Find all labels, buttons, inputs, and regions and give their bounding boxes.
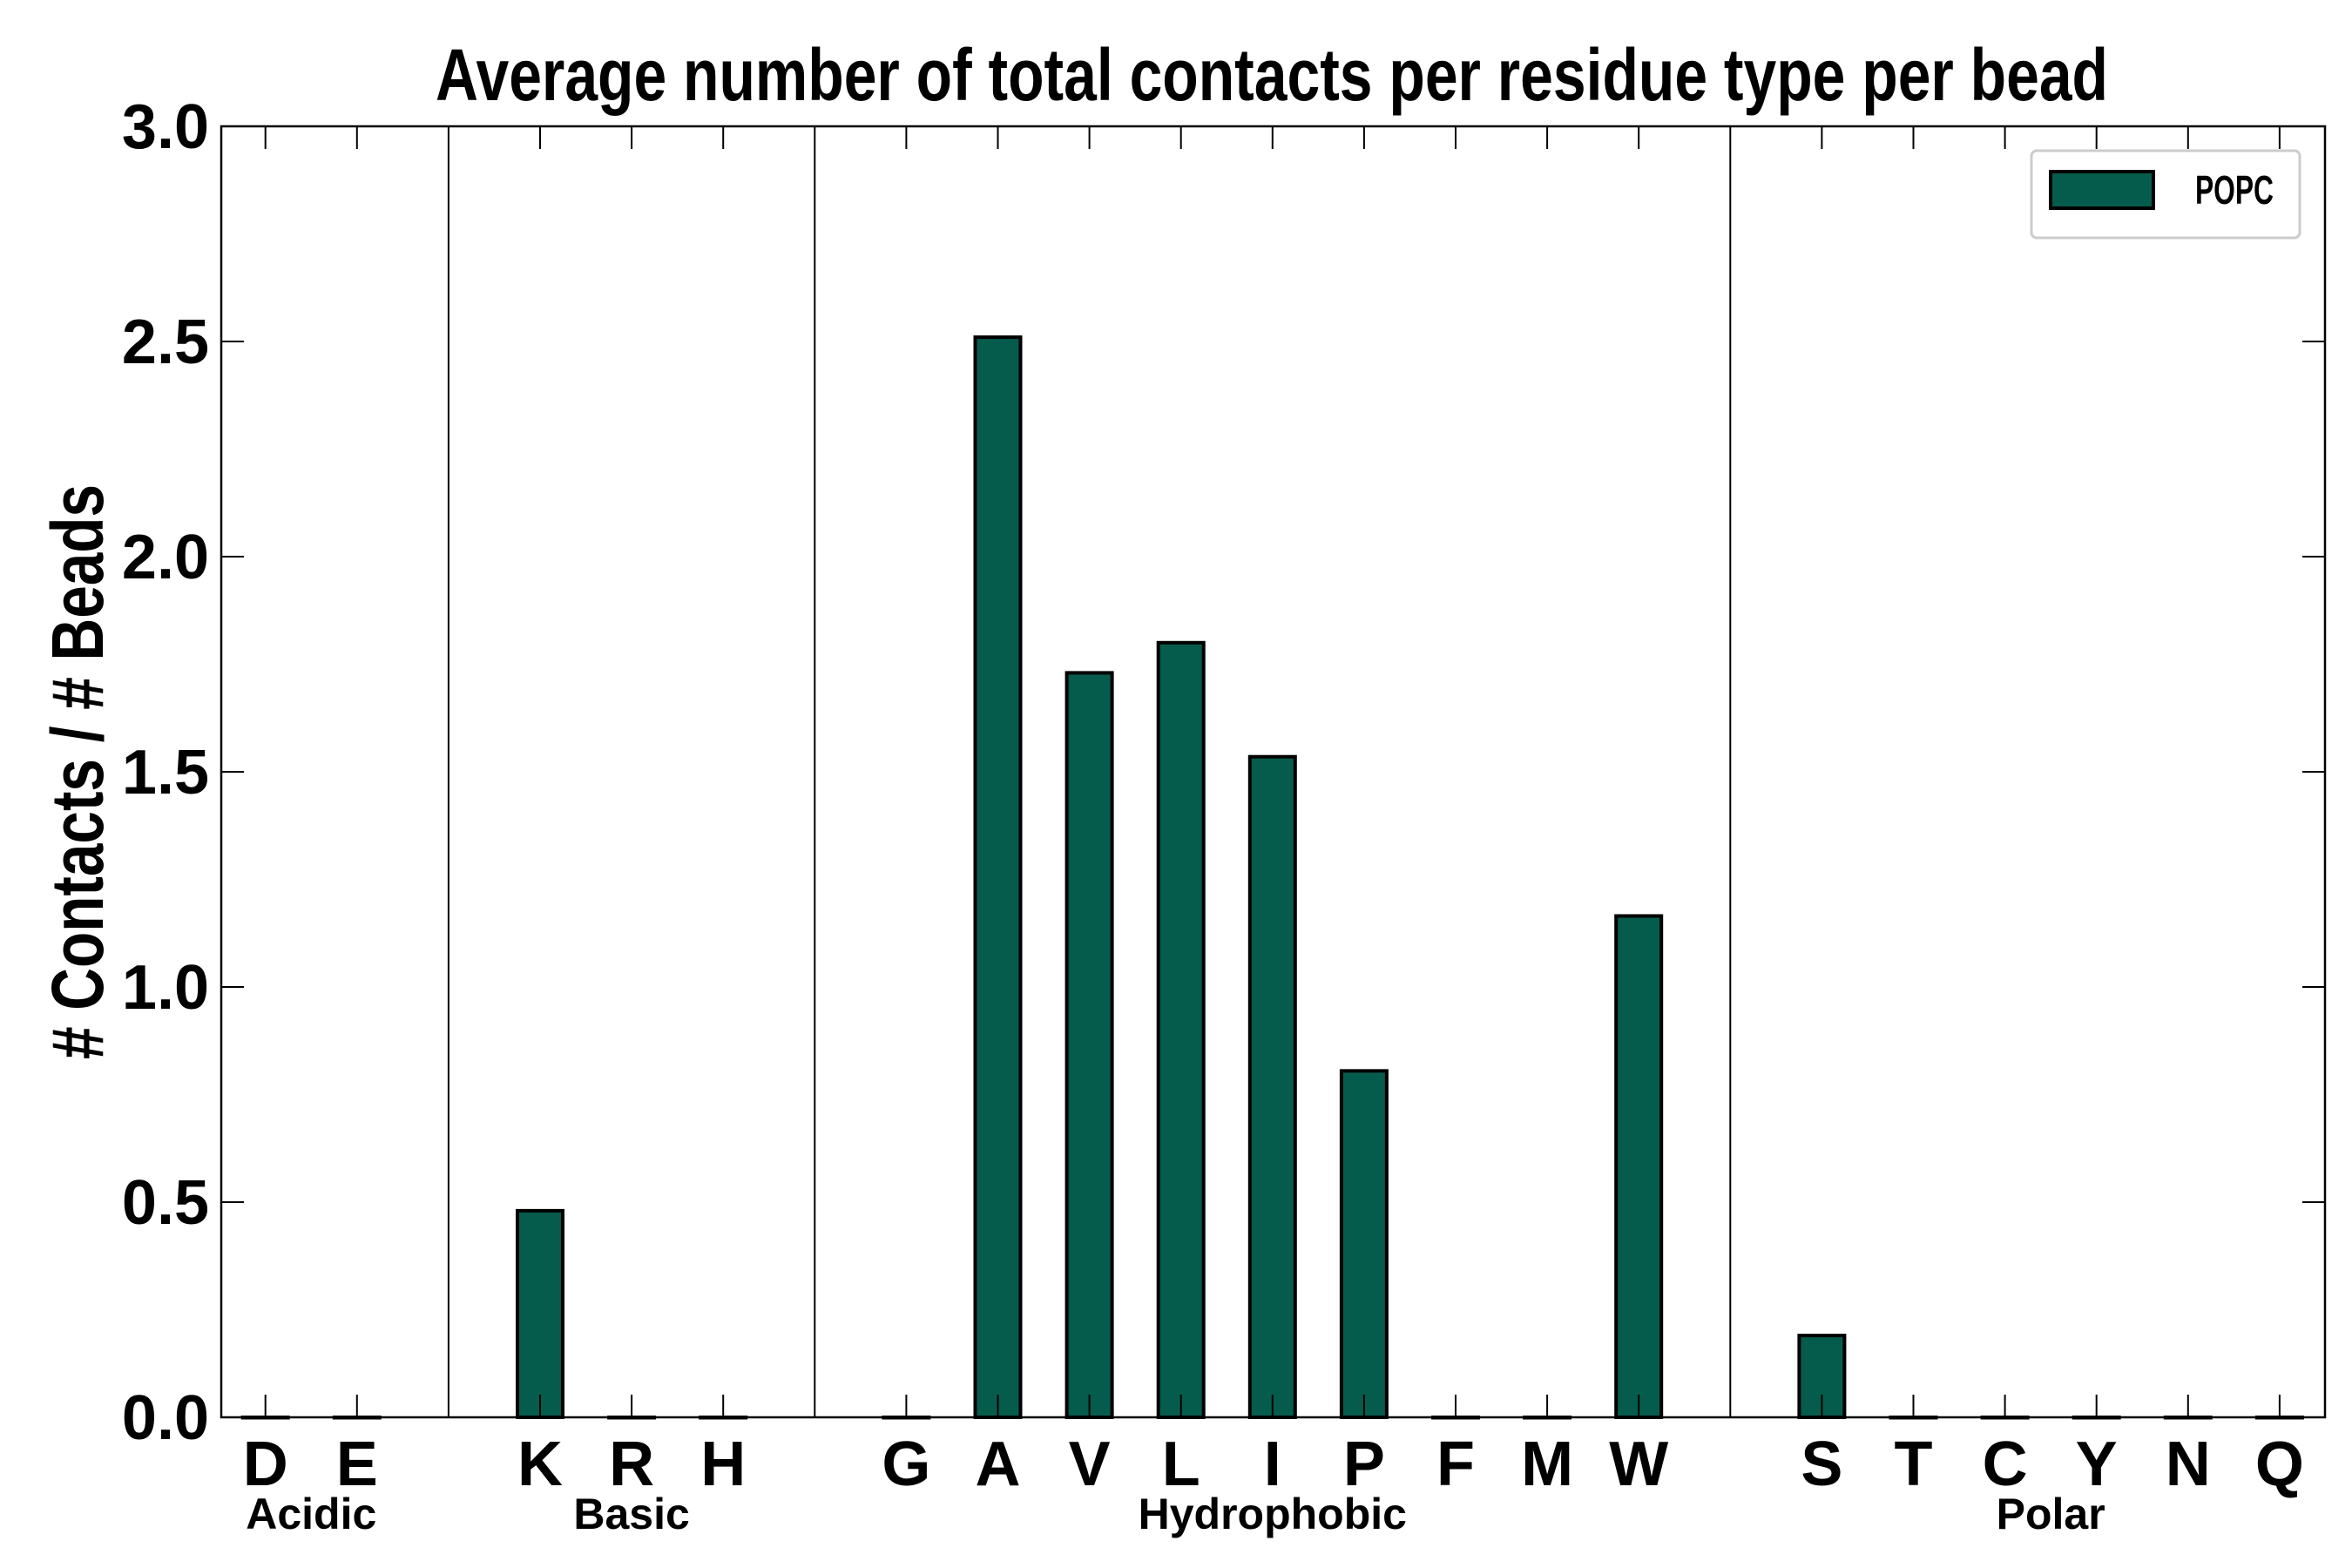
bar-W <box>1614 914 1664 1419</box>
y-tick-label: 0.5 <box>122 1168 209 1238</box>
group-label: Polar <box>1997 1490 2105 1538</box>
x-tick-label: Y <box>2076 1429 2118 1499</box>
x-tick-label: W <box>1609 1429 1668 1499</box>
chart-title: Average number of total contacts per res… <box>436 34 2108 116</box>
y-tick-label: 1.5 <box>122 738 209 808</box>
bar-I <box>1247 754 1297 1419</box>
x-tick-label: F <box>1436 1429 1475 1499</box>
plot-frame <box>220 125 2327 1419</box>
group-label: Basic <box>573 1490 689 1538</box>
legend: POPC <box>2030 149 2301 240</box>
x-tick-label: A <box>976 1429 1021 1499</box>
x-tick-label: Q <box>2255 1429 2304 1499</box>
bar-K <box>516 1208 564 1419</box>
x-tick-label: N <box>2166 1429 2211 1499</box>
y-tick-label: 3.0 <box>122 92 209 162</box>
x-tick-label: H <box>700 1429 746 1499</box>
x-tick-label: I <box>1264 1429 1281 1499</box>
y-tick-label: 2.5 <box>122 308 209 377</box>
x-tick-label: P <box>1343 1429 1385 1499</box>
x-tick-label: C <box>1983 1429 2028 1499</box>
x-tick-label: M <box>1521 1429 1573 1499</box>
x-tick-label: R <box>609 1429 654 1499</box>
x-tick-label: T <box>1895 1429 1933 1499</box>
legend-swatch <box>2049 170 2155 210</box>
bar-P <box>1339 1069 1389 1419</box>
bar-L <box>1156 640 1206 1419</box>
x-tick-label: L <box>1162 1429 1200 1499</box>
y-tick-label: 0.0 <box>122 1383 209 1453</box>
y-axis-label: # Contacts / # Beads <box>37 484 118 1059</box>
x-tick-label: S <box>1801 1429 1842 1499</box>
x-tick-label: D <box>243 1429 288 1499</box>
bar-V <box>1064 671 1114 1419</box>
y-tick-label: 2.0 <box>122 523 209 592</box>
y-tick-label: 1.0 <box>122 953 209 1023</box>
group-label: Hydrophobic <box>1139 1490 1407 1538</box>
x-tick-label: V <box>1069 1429 1111 1499</box>
x-tick-label: K <box>517 1429 563 1499</box>
x-tick-label: G <box>882 1429 930 1499</box>
legend-label: POPC <box>2195 167 2274 213</box>
x-tick-label: E <box>336 1429 378 1499</box>
bar-A <box>973 335 1023 1419</box>
group-label: Acidic <box>246 1490 376 1538</box>
